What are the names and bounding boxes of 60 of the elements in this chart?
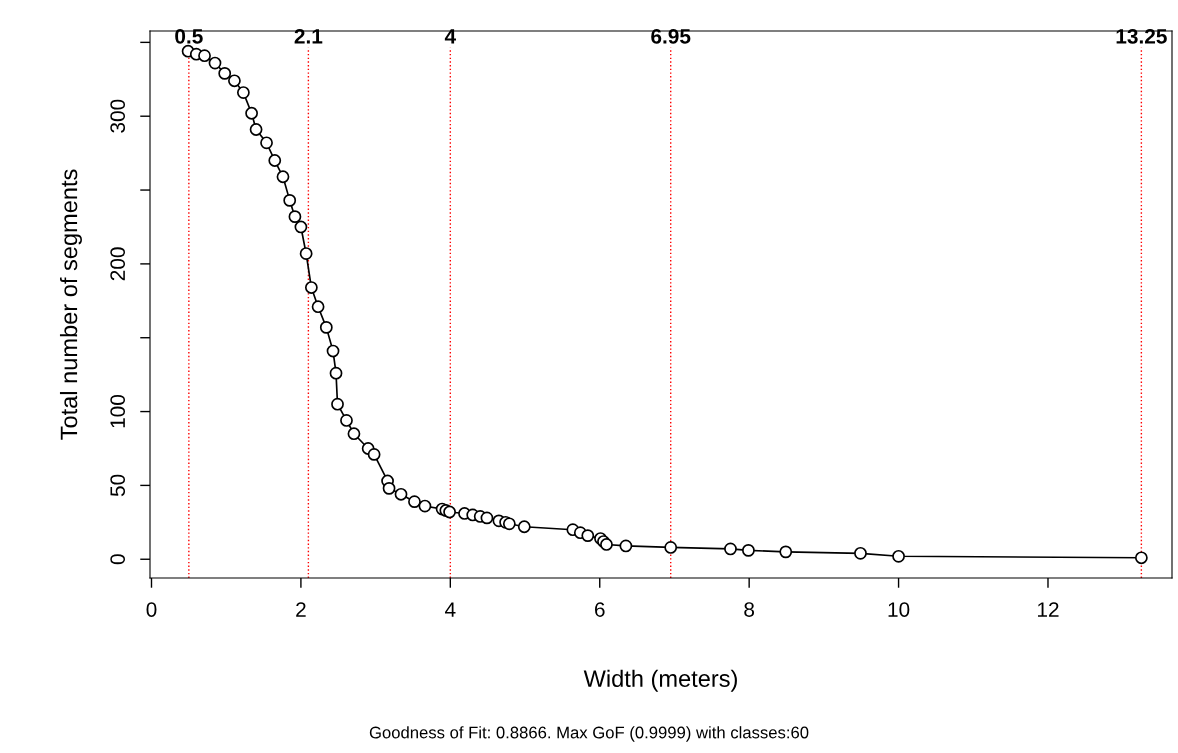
- point: [198, 49, 211, 63]
- point: [664, 541, 678, 554]
- point: [319, 320, 333, 334]
- x-tick-label: 12: [1037, 602, 1059, 617]
- point: [236, 86, 250, 99]
- point: [299, 247, 313, 260]
- point: [724, 542, 737, 556]
- y-tick-label: 300: [110, 99, 126, 133]
- y-tick-label: 100: [110, 395, 126, 428]
- ref-line-label: 13.25: [1116, 28, 1167, 44]
- point: [218, 66, 232, 80]
- point: [394, 487, 408, 501]
- y-tick-label: 0: [110, 554, 126, 565]
- x-tick-label: 10: [888, 602, 910, 617]
- point: [742, 543, 755, 557]
- point: [367, 448, 381, 461]
- point: [288, 210, 302, 224]
- y-axis-title: Total number of segments: [59, 169, 82, 440]
- x-tick-label: 0: [146, 602, 157, 617]
- point: [408, 495, 421, 509]
- point: [331, 397, 344, 411]
- point: [517, 520, 531, 534]
- x-axis-title: Width (meters): [583, 669, 737, 692]
- ref-line-label: 0.5: [175, 28, 203, 44]
- point: [340, 414, 353, 427]
- point: [208, 56, 222, 70]
- point: [260, 136, 273, 150]
- point: [283, 193, 297, 207]
- point: [1134, 551, 1148, 565]
- text: Goodness of Fit: 0.8866. Max GoF (0.9999) with classes:60: [369, 726, 809, 742]
- point: [502, 517, 516, 531]
- ref-line-label: 4: [444, 29, 457, 44]
- point: [268, 154, 282, 167]
- y-tick-label: 200: [110, 247, 126, 281]
- point: [347, 427, 361, 441]
- x-tick-label: 8: [744, 602, 755, 617]
- point: [249, 123, 263, 136]
- point: [329, 366, 343, 380]
- point: [418, 499, 432, 513]
- point: [854, 546, 867, 560]
- point: [326, 344, 340, 358]
- point: [581, 529, 595, 543]
- point: [276, 170, 290, 184]
- x-tick-label: 6: [595, 602, 605, 617]
- point: [304, 281, 318, 294]
- point: [779, 545, 793, 559]
- ref-line-label: 6.95: [651, 28, 691, 44]
- point: [228, 74, 241, 88]
- point: [892, 549, 905, 563]
- point: [245, 106, 258, 120]
- x-tick-label: 4: [445, 602, 456, 617]
- point: [619, 539, 633, 553]
- point: [480, 511, 494, 525]
- x-tick-label: 2: [296, 602, 306, 617]
- point: [311, 300, 325, 314]
- point: [382, 481, 396, 495]
- y-tick-label: 50: [110, 474, 126, 497]
- ref-line-label: 2.1: [294, 28, 323, 44]
- point: [294, 220, 308, 234]
- point: [443, 505, 456, 519]
